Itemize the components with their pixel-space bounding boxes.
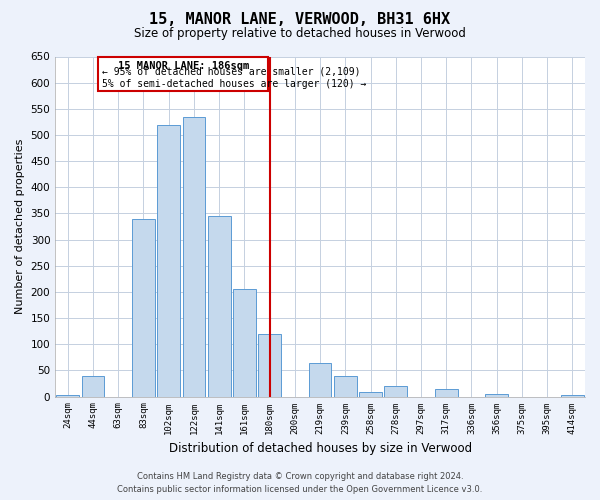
Bar xyxy=(309,362,331,396)
Bar xyxy=(485,394,508,396)
Bar xyxy=(435,388,458,396)
Text: ← 95% of detached houses are smaller (2,109): ← 95% of detached houses are smaller (2,… xyxy=(102,67,361,77)
Text: Contains HM Land Registry data © Crown copyright and database right 2024.
Contai: Contains HM Land Registry data © Crown c… xyxy=(118,472,482,494)
Text: Size of property relative to detached houses in Verwood: Size of property relative to detached ho… xyxy=(134,28,466,40)
Text: 15 MANOR LANE: 186sqm: 15 MANOR LANE: 186sqm xyxy=(118,60,249,70)
Bar xyxy=(182,116,205,396)
Text: 5% of semi-detached houses are larger (120) →: 5% of semi-detached houses are larger (1… xyxy=(102,79,366,89)
X-axis label: Distribution of detached houses by size in Verwood: Distribution of detached houses by size … xyxy=(169,442,472,455)
Bar xyxy=(82,376,104,396)
Text: 15, MANOR LANE, VERWOOD, BH31 6HX: 15, MANOR LANE, VERWOOD, BH31 6HX xyxy=(149,12,451,28)
Bar xyxy=(561,395,584,396)
Bar xyxy=(334,376,356,396)
Bar xyxy=(258,334,281,396)
Y-axis label: Number of detached properties: Number of detached properties xyxy=(15,139,25,314)
Bar xyxy=(132,218,155,396)
Bar xyxy=(233,290,256,397)
FancyBboxPatch shape xyxy=(98,56,268,90)
Bar xyxy=(385,386,407,396)
Bar xyxy=(157,124,180,396)
Bar xyxy=(208,216,230,396)
Bar xyxy=(359,392,382,396)
Bar xyxy=(56,395,79,396)
